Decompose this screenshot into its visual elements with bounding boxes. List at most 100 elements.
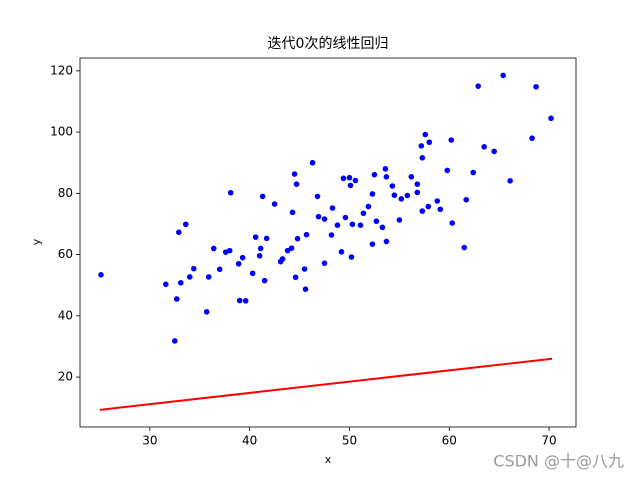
data-point (294, 235, 301, 242)
data-point (507, 177, 513, 184)
y-axis-label: y (30, 238, 43, 245)
data-point (257, 245, 264, 252)
x-tick-label: 50 (342, 434, 357, 448)
data-point (261, 277, 268, 284)
data-point (249, 270, 256, 277)
data-point (418, 143, 425, 149)
data-point (396, 217, 403, 223)
watermark: CSDN @十@八九 (493, 452, 624, 471)
data-point (288, 245, 295, 251)
data-point (226, 247, 233, 254)
data-point (448, 137, 455, 143)
data-point (414, 181, 421, 187)
y-tick-label: 20 (58, 370, 73, 384)
data-point (236, 297, 243, 304)
data-point (321, 216, 328, 222)
data-point (419, 155, 426, 161)
data-point (444, 167, 451, 174)
data-point (533, 83, 539, 90)
data-point (347, 182, 354, 189)
data-point (389, 183, 396, 189)
data-point (328, 232, 335, 238)
data-point (98, 272, 104, 278)
data-point (475, 83, 481, 89)
data-point (338, 249, 345, 255)
data-point (293, 181, 300, 187)
data-point (182, 221, 189, 228)
data-point (227, 189, 234, 196)
data-point (391, 192, 398, 198)
data-point (315, 213, 322, 220)
data-point (177, 279, 184, 286)
data-point (346, 174, 353, 181)
data-point (186, 274, 193, 280)
data-point (271, 201, 278, 207)
data-point (371, 171, 378, 178)
data-point (205, 274, 212, 280)
data-point (321, 260, 328, 266)
chart-title: 迭代0次的线性回归 (268, 35, 389, 52)
data-point (383, 174, 390, 180)
data-point (369, 241, 376, 247)
data-point (437, 206, 444, 213)
data-point (292, 274, 299, 281)
data-point (303, 231, 310, 238)
regression-line (99, 357, 553, 411)
x-tick-label: 40 (242, 434, 257, 448)
x-tick-label: 70 (541, 434, 556, 448)
data-point (548, 115, 554, 122)
data-point (481, 144, 487, 150)
plot-frame (79, 57, 577, 428)
data-point (422, 131, 429, 138)
data-point (408, 174, 415, 180)
data-point (360, 210, 367, 217)
y-tick-label: 60 (58, 247, 73, 261)
data-point (461, 244, 468, 251)
data-point (500, 72, 506, 79)
data-point (309, 159, 316, 166)
data-point (176, 229, 182, 236)
data-point (210, 245, 217, 252)
data-point (256, 253, 263, 259)
y-tick-label: 40 (58, 308, 73, 322)
y-tick-label: 120 (50, 63, 73, 77)
data-point (414, 189, 421, 196)
data-point (190, 265, 197, 272)
y-tick-label: 80 (58, 186, 73, 200)
data-point (252, 234, 259, 240)
data-point (348, 254, 355, 260)
data-point (163, 281, 169, 288)
data-point (334, 222, 341, 228)
data-point (242, 298, 249, 304)
data-point (357, 222, 364, 228)
data-point (235, 260, 242, 267)
data-point (434, 198, 441, 204)
data-point (404, 192, 411, 199)
data-point (263, 235, 270, 242)
data-point (174, 296, 180, 302)
data-point (301, 266, 308, 272)
data-point (342, 214, 349, 221)
data-point (373, 218, 380, 225)
data-point (463, 196, 470, 203)
x-tick-label: 30 (142, 434, 157, 448)
data-point (289, 209, 296, 216)
data-point (172, 338, 178, 344)
data-point (449, 220, 456, 226)
data-point (426, 139, 433, 146)
data-point (398, 196, 405, 202)
data-point (365, 203, 372, 210)
x-axis-label: x (325, 453, 332, 466)
data-point (349, 221, 356, 228)
data-point (216, 266, 223, 273)
data-point (352, 177, 359, 184)
y-tick-label: 100 (50, 125, 73, 139)
data-point (314, 193, 321, 200)
data-point (259, 193, 266, 200)
data-point (383, 238, 390, 245)
data-point (203, 309, 210, 315)
data-point (382, 166, 389, 172)
data-point (291, 171, 298, 177)
data-point (529, 135, 535, 142)
